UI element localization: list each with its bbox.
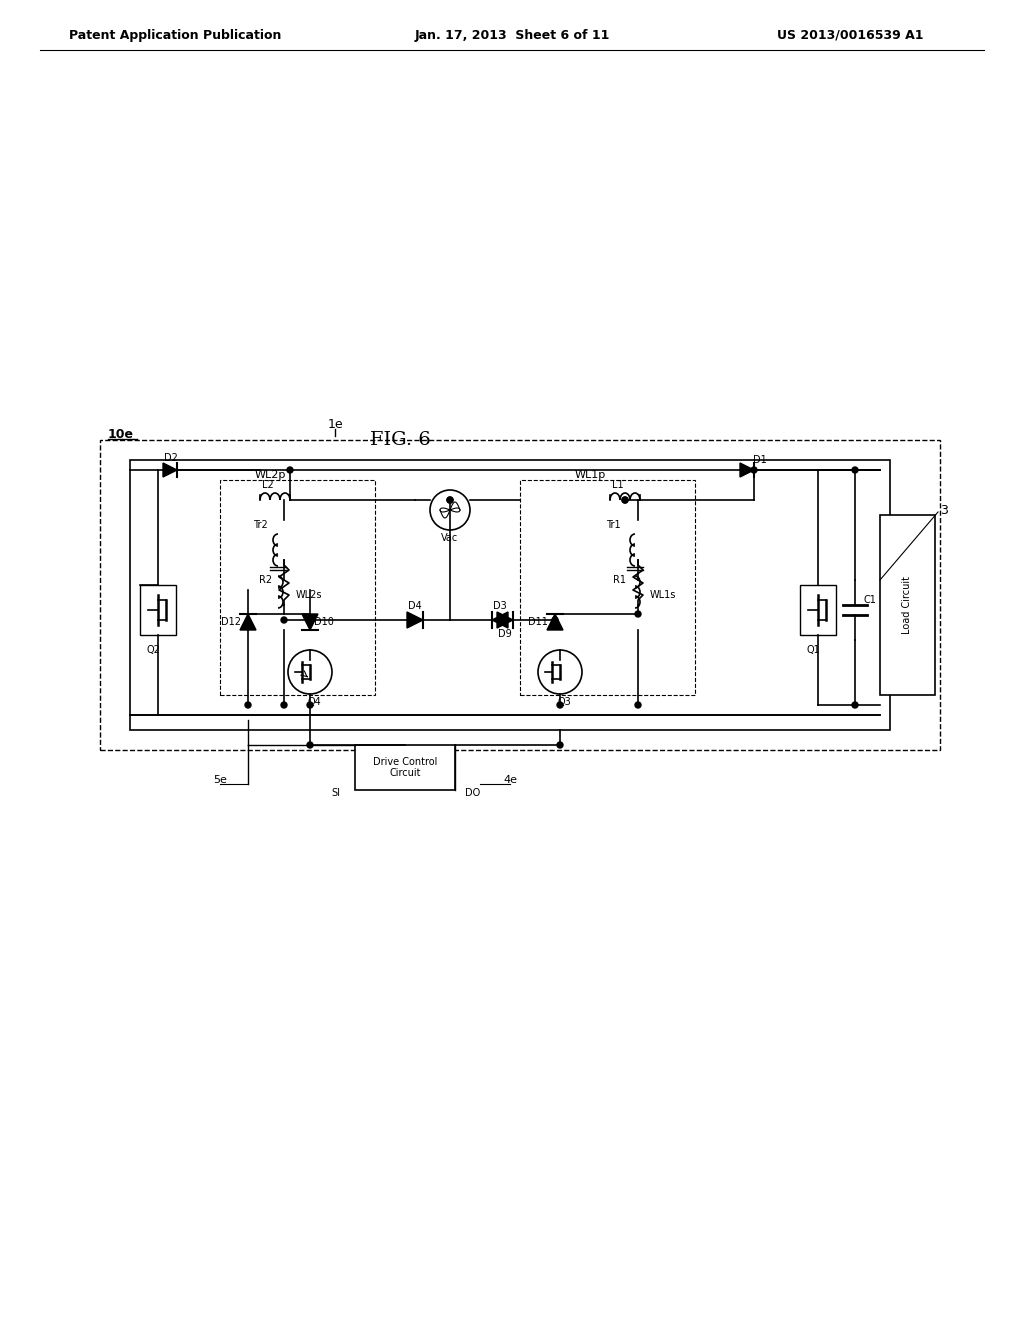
Text: D4: D4 xyxy=(409,601,422,611)
Polygon shape xyxy=(163,463,177,477)
Text: Q1: Q1 xyxy=(806,645,820,655)
Text: 3: 3 xyxy=(940,503,948,516)
Bar xyxy=(520,480,695,696)
Text: 4e: 4e xyxy=(503,775,517,785)
Text: Drive Control
Circuit: Drive Control Circuit xyxy=(373,756,437,779)
Text: L2: L2 xyxy=(262,480,273,490)
Text: L1: L1 xyxy=(612,480,624,490)
Text: Tr1: Tr1 xyxy=(605,520,621,531)
Circle shape xyxy=(852,467,858,473)
Text: Q3: Q3 xyxy=(557,697,570,708)
Text: D3: D3 xyxy=(494,601,507,611)
Circle shape xyxy=(622,498,628,503)
Text: Tr2: Tr2 xyxy=(253,520,267,531)
Text: FIG. 6: FIG. 6 xyxy=(370,432,430,449)
Circle shape xyxy=(245,702,251,708)
Bar xyxy=(220,480,375,696)
Text: Vac: Vac xyxy=(441,533,459,543)
Circle shape xyxy=(447,498,453,503)
Circle shape xyxy=(287,467,293,473)
Polygon shape xyxy=(407,612,423,628)
Circle shape xyxy=(281,702,287,708)
Text: C1: C1 xyxy=(863,595,877,605)
Text: R2: R2 xyxy=(259,576,272,585)
Text: SI: SI xyxy=(331,788,340,799)
Bar xyxy=(130,459,890,730)
Circle shape xyxy=(635,611,641,616)
Text: WL2s: WL2s xyxy=(296,590,323,601)
Text: Q4: Q4 xyxy=(307,697,321,708)
Text: D2: D2 xyxy=(164,453,178,463)
Text: D10: D10 xyxy=(314,616,334,627)
Circle shape xyxy=(622,498,628,503)
Text: D1: D1 xyxy=(753,455,767,465)
Text: 10e: 10e xyxy=(108,429,134,441)
Text: 1e: 1e xyxy=(328,418,343,432)
Circle shape xyxy=(307,742,313,748)
Circle shape xyxy=(557,742,563,748)
Text: Jan. 17, 2013  Sheet 6 of 11: Jan. 17, 2013 Sheet 6 of 11 xyxy=(415,29,609,41)
Bar xyxy=(800,585,836,635)
Circle shape xyxy=(852,702,858,708)
Bar xyxy=(355,744,455,789)
Circle shape xyxy=(557,702,563,708)
Circle shape xyxy=(447,498,453,503)
Text: D12: D12 xyxy=(221,616,241,627)
Text: Load Circuit: Load Circuit xyxy=(902,576,912,634)
Text: WL2p: WL2p xyxy=(254,470,286,480)
Bar xyxy=(100,440,940,750)
Bar xyxy=(140,585,176,635)
Polygon shape xyxy=(240,614,256,630)
Circle shape xyxy=(635,702,641,708)
Text: D9: D9 xyxy=(498,630,512,639)
Polygon shape xyxy=(740,463,754,477)
Text: 5e: 5e xyxy=(213,775,227,785)
Polygon shape xyxy=(492,612,508,628)
Circle shape xyxy=(552,616,558,623)
Text: R1: R1 xyxy=(613,576,626,585)
Circle shape xyxy=(281,616,287,623)
Text: Q2: Q2 xyxy=(146,645,160,655)
Circle shape xyxy=(307,702,313,708)
Text: WL1p: WL1p xyxy=(574,470,605,480)
Text: Patent Application Publication: Patent Application Publication xyxy=(69,29,282,41)
Polygon shape xyxy=(497,612,513,628)
Text: D11: D11 xyxy=(528,616,548,627)
Bar xyxy=(880,515,935,696)
Polygon shape xyxy=(547,614,563,630)
Text: WL1s: WL1s xyxy=(650,590,677,601)
Text: DO: DO xyxy=(465,788,480,799)
Polygon shape xyxy=(302,614,318,630)
Circle shape xyxy=(751,467,757,473)
Text: US 2013/0016539 A1: US 2013/0016539 A1 xyxy=(777,29,924,41)
